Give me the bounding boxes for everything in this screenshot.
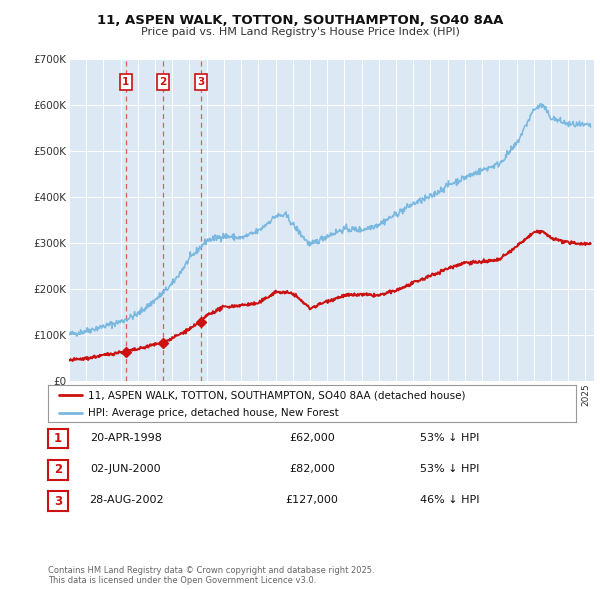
- Text: HPI: Average price, detached house, New Forest: HPI: Average price, detached house, New …: [88, 408, 338, 418]
- Text: 02-JUN-2000: 02-JUN-2000: [91, 464, 161, 474]
- Text: 11, ASPEN WALK, TOTTON, SOUTHAMPTON, SO40 8AA (detached house): 11, ASPEN WALK, TOTTON, SOUTHAMPTON, SO4…: [88, 390, 465, 400]
- Text: 53% ↓ HPI: 53% ↓ HPI: [421, 464, 479, 474]
- Text: 2: 2: [160, 77, 167, 87]
- Text: 28-AUG-2002: 28-AUG-2002: [89, 496, 163, 505]
- Text: 46% ↓ HPI: 46% ↓ HPI: [420, 496, 480, 505]
- Text: 2: 2: [54, 463, 62, 477]
- Text: Price paid vs. HM Land Registry's House Price Index (HPI): Price paid vs. HM Land Registry's House …: [140, 27, 460, 37]
- Text: £82,000: £82,000: [289, 464, 335, 474]
- Text: 20-APR-1998: 20-APR-1998: [90, 433, 162, 442]
- Text: 3: 3: [197, 77, 205, 87]
- Text: 3: 3: [54, 494, 62, 508]
- Text: 1: 1: [54, 432, 62, 445]
- Text: £127,000: £127,000: [286, 496, 338, 505]
- Text: 53% ↓ HPI: 53% ↓ HPI: [421, 433, 479, 442]
- Text: Contains HM Land Registry data © Crown copyright and database right 2025.
This d: Contains HM Land Registry data © Crown c…: [48, 566, 374, 585]
- Text: 1: 1: [122, 77, 130, 87]
- Text: 11, ASPEN WALK, TOTTON, SOUTHAMPTON, SO40 8AA: 11, ASPEN WALK, TOTTON, SOUTHAMPTON, SO4…: [97, 14, 503, 27]
- Text: £62,000: £62,000: [289, 433, 335, 442]
